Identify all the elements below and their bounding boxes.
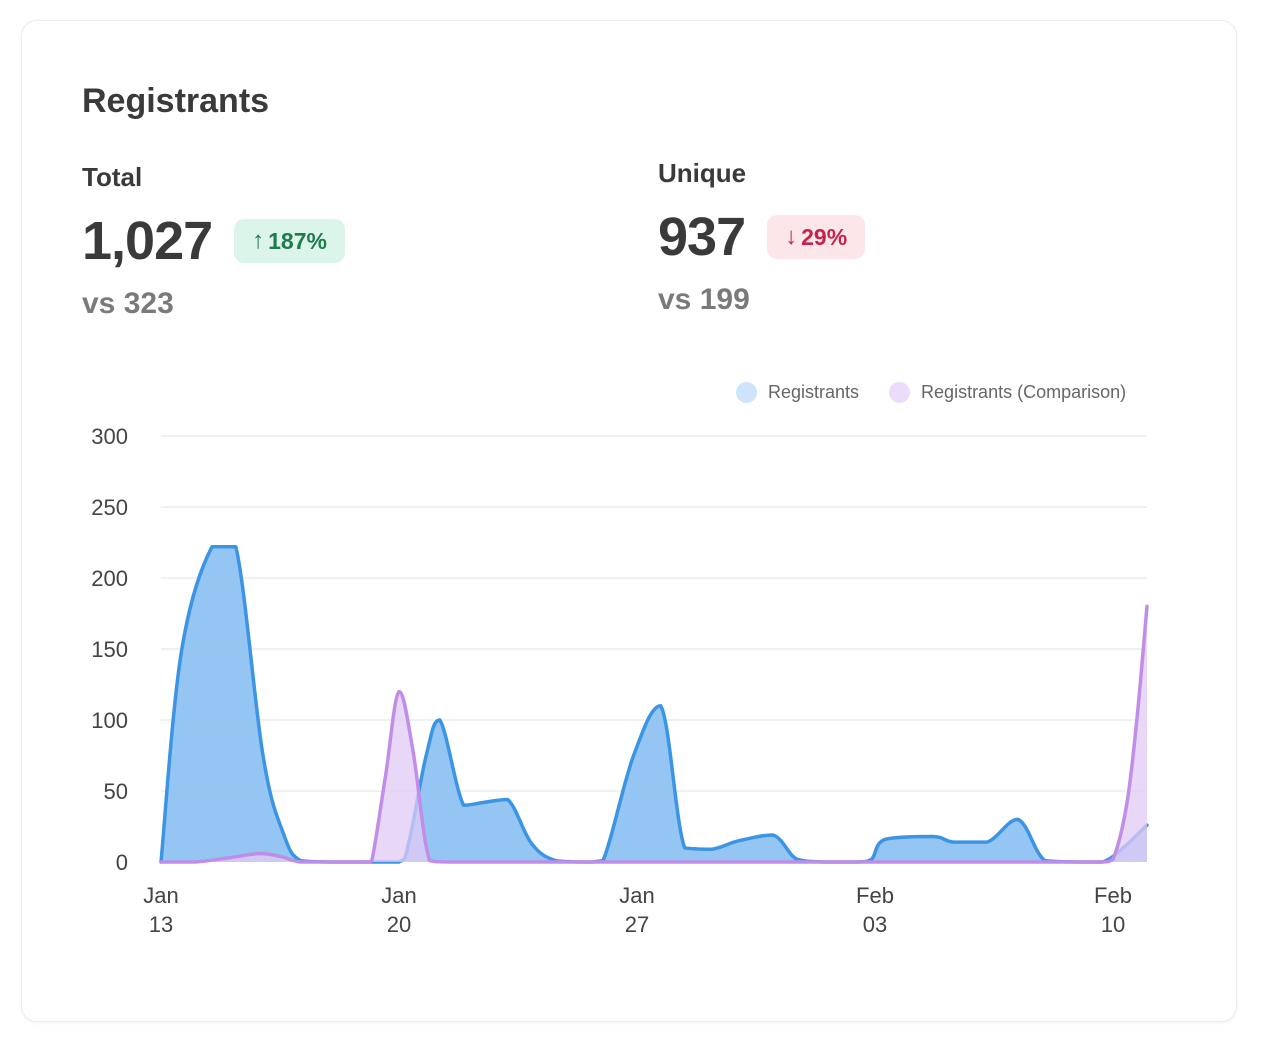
y-tick-label: 100 — [91, 708, 128, 733]
x-tick-label: Jan — [619, 883, 654, 908]
legend-label-registrants: Registrants — [768, 382, 860, 402]
arrow-down-icon: ↓ — [785, 223, 798, 250]
x-tick-label: Jan — [381, 883, 416, 908]
unique-metric: Unique 937 ↓ 29% vs 199 — [658, 158, 866, 317]
chart-legend: Registrants Registrants (Comparison) — [736, 382, 1126, 403]
unique-compare: vs 199 — [658, 283, 750, 316]
y-tick-label: 0 — [116, 850, 128, 875]
x-tick-label: 03 — [863, 912, 887, 937]
total-value: 1,027 — [82, 211, 213, 271]
total-metric: Total 1,027 ↑ 187% vs 323 — [82, 162, 345, 321]
x-tick-label: Feb — [1094, 883, 1132, 908]
legend-item-registrants[interactable]: Registrants — [736, 382, 859, 403]
unique-value: 937 — [658, 207, 746, 267]
unique-change-value: 29% — [801, 223, 848, 250]
y-tick-label: 200 — [91, 566, 128, 591]
x-tick-label: Feb — [856, 883, 894, 908]
y-tick-label: 250 — [91, 495, 128, 520]
legend-label-comparison: Registrants (Comparison) — [921, 382, 1127, 402]
x-tick-label: 10 — [1101, 912, 1125, 937]
total-label: Total — [82, 162, 143, 192]
y-tick-label: 150 — [91, 637, 128, 662]
comparison-line — [159, 604, 1149, 864]
x-tick-label: Jan — [143, 883, 178, 908]
x-tick-label: 13 — [149, 912, 173, 937]
legend-item-comparison[interactable]: Registrants (Comparison) — [889, 382, 1126, 403]
total-change-value: 187% — [268, 227, 327, 254]
card-title: Registrants — [82, 82, 270, 120]
arrow-up-icon: ↑ — [252, 227, 265, 254]
unique-label: Unique — [658, 158, 747, 188]
total-compare: vs 323 — [82, 287, 174, 320]
comparison-area — [161, 606, 1147, 862]
unique-change-badge: ↓ 29% — [767, 215, 866, 259]
x-tick-label: 27 — [625, 912, 649, 937]
y-tick-label: 300 — [91, 424, 128, 449]
y-tick-label: 50 — [104, 779, 128, 804]
x-tick-label: 20 — [387, 912, 411, 937]
total-change-badge: ↑ 187% — [234, 219, 345, 263]
registrants-area — [161, 546, 1147, 862]
legend-dot-icon — [736, 382, 757, 403]
legend-dot-icon — [889, 382, 911, 403]
